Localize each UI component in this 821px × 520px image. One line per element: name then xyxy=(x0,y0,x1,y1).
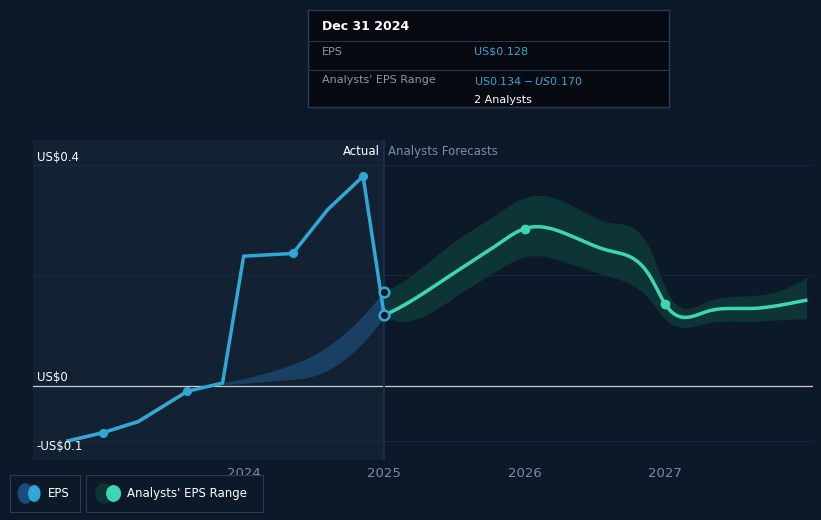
Text: EPS: EPS xyxy=(48,487,70,500)
Text: US$0.4: US$0.4 xyxy=(37,151,79,164)
Text: -US$0.1: -US$0.1 xyxy=(37,440,83,453)
Ellipse shape xyxy=(28,485,40,502)
Bar xyxy=(33,140,384,460)
Text: Dec 31 2024: Dec 31 2024 xyxy=(323,20,410,33)
Text: US$0.134 - US$0.170: US$0.134 - US$0.170 xyxy=(474,75,583,87)
Text: Analysts' EPS Range: Analysts' EPS Range xyxy=(126,487,247,500)
Text: Actual: Actual xyxy=(343,145,380,158)
Text: EPS: EPS xyxy=(323,47,343,57)
Text: US$0: US$0 xyxy=(37,371,67,384)
Ellipse shape xyxy=(106,485,121,502)
Ellipse shape xyxy=(17,483,33,504)
Text: Analysts Forecasts: Analysts Forecasts xyxy=(388,145,498,158)
Ellipse shape xyxy=(95,483,112,504)
Text: Analysts' EPS Range: Analysts' EPS Range xyxy=(323,75,436,85)
Text: US$0.128: US$0.128 xyxy=(474,47,528,57)
Text: 2 Analysts: 2 Analysts xyxy=(474,95,532,105)
